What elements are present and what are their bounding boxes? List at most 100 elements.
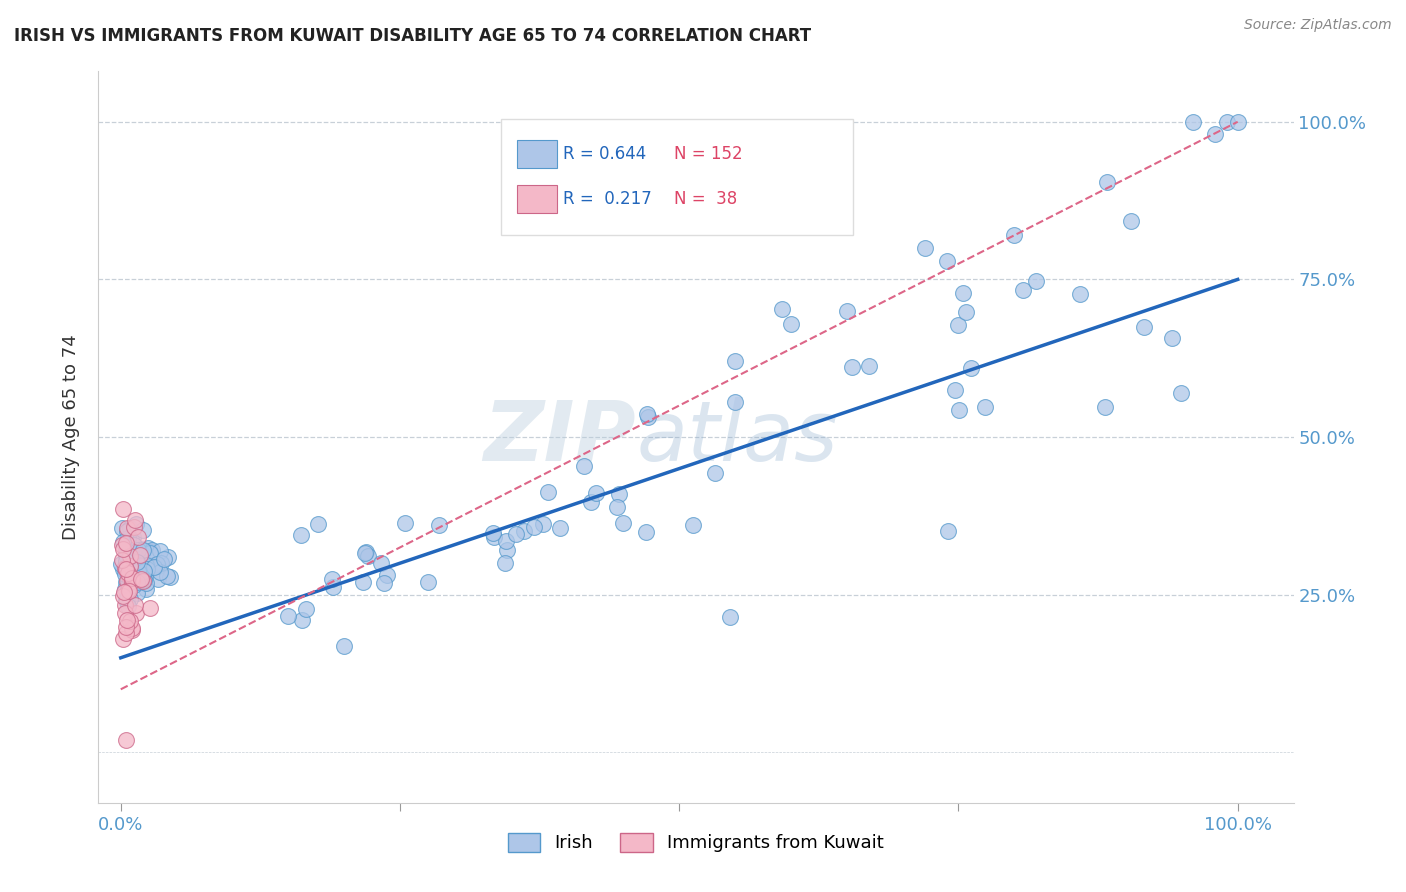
Point xyxy=(111,538,134,552)
Text: R = 0.644: R = 0.644 xyxy=(562,145,647,163)
Point xyxy=(121,546,143,560)
Point xyxy=(120,549,142,563)
Point xyxy=(780,317,803,331)
Point xyxy=(148,558,170,573)
Point xyxy=(127,564,149,578)
Point xyxy=(531,516,554,531)
Point xyxy=(120,553,142,567)
Point xyxy=(307,516,329,531)
Point xyxy=(136,541,159,555)
Point xyxy=(128,549,150,563)
Point xyxy=(682,517,704,532)
Point xyxy=(153,552,176,566)
Point xyxy=(127,530,149,544)
Point xyxy=(111,632,134,646)
Point xyxy=(357,549,380,563)
Point xyxy=(513,524,536,538)
Point xyxy=(1215,115,1237,129)
Point xyxy=(495,534,517,549)
Point xyxy=(146,558,169,572)
Point xyxy=(724,354,747,368)
Point xyxy=(277,609,299,624)
Point xyxy=(124,598,146,612)
Point xyxy=(612,516,634,531)
Point xyxy=(135,582,157,596)
Point xyxy=(138,601,160,615)
Point xyxy=(115,732,138,747)
Point xyxy=(114,585,136,599)
Point xyxy=(132,523,155,537)
Point xyxy=(291,613,314,627)
Point xyxy=(128,566,150,580)
Point xyxy=(122,564,145,578)
Point xyxy=(943,383,966,397)
Point xyxy=(1121,214,1143,228)
Point xyxy=(321,572,343,586)
Point xyxy=(572,458,595,473)
Point xyxy=(157,549,180,564)
Point xyxy=(124,558,146,573)
Text: N = 152: N = 152 xyxy=(673,145,742,163)
Point xyxy=(141,543,163,558)
Point xyxy=(125,607,148,621)
Point xyxy=(724,395,747,409)
Point xyxy=(129,558,152,573)
Point xyxy=(121,621,143,635)
Point xyxy=(955,305,977,319)
Point xyxy=(149,565,172,579)
Point xyxy=(117,566,139,580)
Point xyxy=(115,562,138,576)
Point xyxy=(973,400,995,414)
Point xyxy=(118,521,141,535)
Point xyxy=(115,626,138,640)
Point xyxy=(111,501,134,516)
Point xyxy=(936,524,959,539)
Text: ZIP: ZIP xyxy=(484,397,637,477)
Point xyxy=(354,546,377,560)
Point xyxy=(110,557,132,571)
Point xyxy=(1069,287,1091,301)
Point xyxy=(132,574,155,589)
Point xyxy=(118,579,141,593)
Point xyxy=(290,528,312,542)
Point xyxy=(125,517,148,532)
Point xyxy=(138,544,160,558)
Point xyxy=(125,586,148,600)
Point xyxy=(136,562,159,576)
Legend: Irish, Immigrants from Kuwait: Irish, Immigrants from Kuwait xyxy=(501,826,891,860)
Point xyxy=(606,500,628,514)
Text: IRISH VS IMMIGRANTS FROM KUWAIT DISABILITY AGE 65 TO 74 CORRELATION CHART: IRISH VS IMMIGRANTS FROM KUWAIT DISABILI… xyxy=(14,27,811,45)
Point xyxy=(132,564,155,578)
Point xyxy=(117,574,139,589)
Point xyxy=(139,546,162,560)
Point xyxy=(537,484,560,499)
Point xyxy=(125,561,148,575)
Point xyxy=(115,548,138,562)
Point xyxy=(121,574,143,588)
Point xyxy=(122,563,145,577)
Point xyxy=(117,592,139,607)
Point xyxy=(114,567,136,582)
Point xyxy=(121,530,143,544)
Point xyxy=(1025,274,1047,288)
Point xyxy=(117,599,139,613)
Point xyxy=(122,520,145,534)
Point xyxy=(120,549,142,563)
Point xyxy=(914,241,936,255)
Point xyxy=(118,553,141,567)
Point xyxy=(117,543,139,558)
Point xyxy=(121,624,143,638)
Point xyxy=(114,592,136,607)
Point xyxy=(111,542,134,557)
Point xyxy=(131,572,153,586)
Point xyxy=(131,572,153,586)
Point xyxy=(294,601,316,615)
Point xyxy=(1204,128,1226,142)
Point xyxy=(585,485,607,500)
Point xyxy=(637,409,659,424)
Point xyxy=(135,575,157,590)
Point xyxy=(134,573,156,587)
Point xyxy=(523,519,546,533)
Point xyxy=(373,575,395,590)
Point xyxy=(112,589,135,603)
